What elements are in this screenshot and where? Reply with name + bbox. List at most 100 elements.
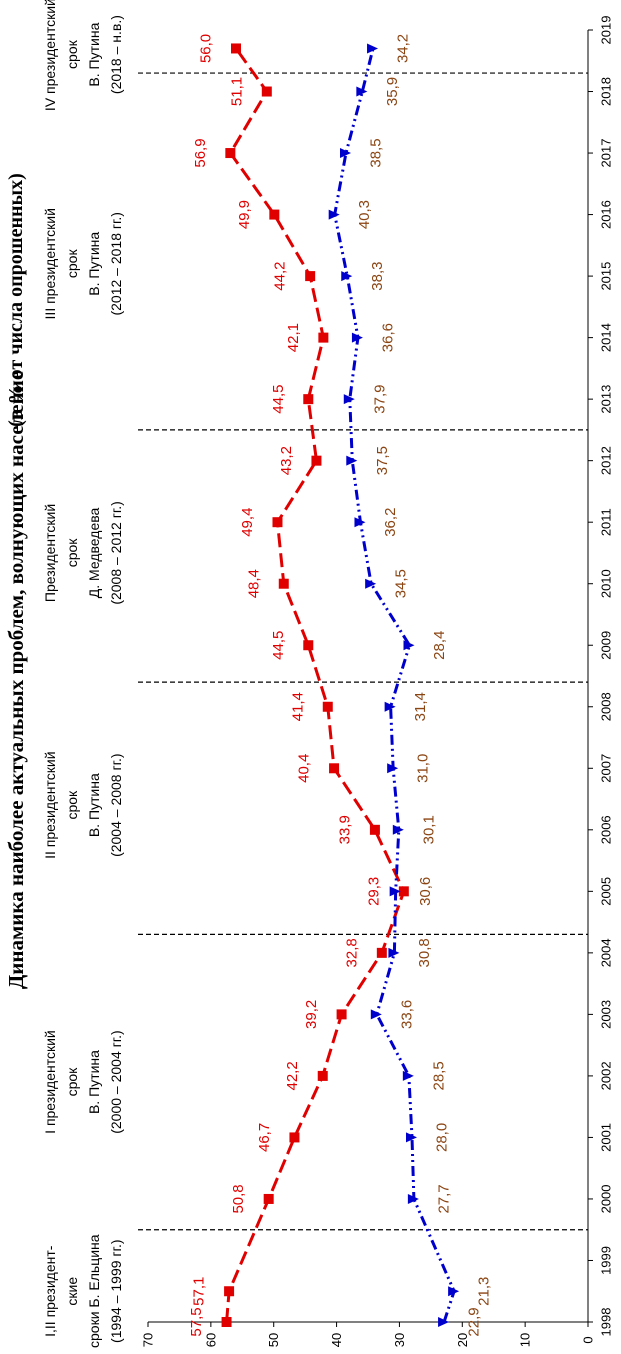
series-red-point	[329, 763, 340, 774]
series-red-point	[322, 701, 333, 712]
chart-title: Динамика наиболее актуальных проблем, во…	[4, 371, 28, 989]
series-red-data-label: 50,8	[230, 1184, 247, 1213]
series-blue-data-label: 38,3	[369, 261, 386, 290]
series-blue-data-label: 21,3	[476, 1277, 493, 1306]
year-tick-label: 1999	[599, 1246, 614, 1275]
series-blue-point	[351, 332, 363, 343]
series-blue-point	[354, 517, 366, 528]
period-label-line: В. Путина	[86, 22, 102, 86]
year-tick-label: 2002	[599, 1061, 614, 1090]
series-red-data-label: 44,2	[272, 261, 289, 290]
series-red-point	[318, 332, 329, 343]
series-blue-data-label: 30,1	[420, 815, 437, 844]
series-blue-point	[370, 1009, 382, 1020]
series-red-point	[269, 209, 280, 220]
year-tick-label: 2016	[599, 200, 614, 229]
year-tick-label: 2015	[599, 262, 614, 291]
series-blue-point	[341, 271, 353, 282]
series-blue-point	[367, 43, 379, 54]
series-blue-data-label: 22,9	[466, 1307, 483, 1336]
value-tick-label: 40	[329, 1333, 344, 1347]
series-blue-point	[448, 1286, 460, 1297]
period-label-line: В. Путина	[86, 1050, 102, 1114]
year-tick-label: 2003	[599, 1000, 614, 1029]
series-red-point	[289, 1132, 300, 1143]
series-blue-point	[387, 763, 399, 774]
series-red-data-label: 51,1	[228, 77, 245, 106]
series-red-data-label: 57,1	[191, 1277, 208, 1306]
series-red-data-label: 56,9	[192, 138, 209, 167]
series-blue-point	[392, 824, 404, 835]
series-red-data-label: 42,2	[284, 1061, 301, 1090]
series-blue-data-label: 27,7	[435, 1184, 452, 1213]
year-tick-label: 2007	[599, 754, 614, 783]
series-red-data-label: 49,4	[239, 508, 256, 537]
series-red-point	[225, 148, 236, 159]
year-tick-label: 2000	[599, 1184, 614, 1213]
series-blue-point	[407, 1193, 419, 1204]
series-blue-data-label: 28,4	[431, 631, 448, 660]
series-blue-point	[438, 1317, 450, 1327]
year-tick-label: 2001	[599, 1123, 614, 1152]
series-blue-data-label: 37,5	[374, 446, 391, 475]
period-label-line: срок	[64, 790, 80, 820]
year-tick-label: 2011	[599, 508, 614, 536]
value-tick-label: 70	[141, 1333, 156, 1347]
series-red-data-label: 57,5	[188, 1307, 205, 1336]
series-blue-point	[365, 578, 377, 589]
series-blue-point	[328, 209, 340, 220]
series-blue-data-label: 28,5	[430, 1061, 447, 1090]
series-red-point	[317, 1070, 328, 1081]
period-label-line: срок	[64, 249, 80, 279]
series-red-data-label: 29,3	[365, 877, 382, 906]
value-tick-label: 60	[203, 1333, 218, 1347]
period-label-line: срок	[64, 1067, 80, 1097]
series-red-data-label: 33,9	[336, 815, 353, 844]
value-tick-label: 20	[455, 1333, 470, 1347]
series-blue-point	[406, 1132, 417, 1143]
series-blue-data-label: 40,3	[356, 200, 373, 229]
series-blue-data-label: 28,0	[434, 1123, 451, 1152]
period-label-line: срок	[64, 39, 80, 69]
series-blue-point	[388, 947, 400, 958]
period-label-line: срок	[64, 538, 80, 568]
value-tick-label: 50	[266, 1333, 281, 1347]
series-red-point	[336, 1009, 347, 1020]
series-blue-data-label: 37,9	[371, 385, 388, 414]
series-red-data-label: 49,9	[236, 200, 253, 229]
period-label-line: II президентский	[42, 751, 58, 858]
series-red-point	[261, 86, 272, 97]
series-red-point	[398, 886, 409, 897]
period-label-line: (1994 – 1999 гг.)	[108, 1240, 124, 1343]
value-tick-label: 30	[392, 1333, 407, 1347]
period-label-line: В. Путина	[86, 232, 102, 296]
series-blue-data-label: 33,6	[398, 1000, 415, 1029]
period-label-line: (2004 – 2008 гг.)	[108, 753, 124, 856]
series-red-data-label: 56,0	[198, 34, 215, 63]
series-blue-data-label: 36,2	[382, 508, 399, 537]
period-label-line: Президентский	[42, 504, 58, 602]
value-tick-label: 0	[581, 1336, 596, 1343]
series-red-point	[278, 578, 289, 589]
period-label-line: (2008 – 2012 гг.)	[108, 501, 124, 604]
series-blue-point	[356, 86, 368, 97]
series-red-point	[376, 947, 387, 958]
series-red-data-label: 44,5	[270, 385, 287, 414]
chart-title-note: (в % от числа опрошенных)	[5, 173, 27, 427]
period-label-line: (2018 – н.в.)	[108, 15, 124, 94]
series-red-data-label: 32,8	[343, 938, 360, 967]
year-tick-label: 1998	[599, 1308, 614, 1337]
series-blue-point	[384, 701, 396, 712]
series-red-data-label: 41,4	[289, 692, 306, 721]
series-red-point	[263, 1193, 274, 1204]
period-label-line: III президентский	[42, 208, 58, 319]
series-blue-point	[403, 640, 415, 651]
series-red-point	[311, 455, 322, 466]
series-blue-data-label: 35,9	[384, 77, 401, 106]
series-blue-point	[343, 394, 355, 405]
period-label-line: I президентский	[42, 1030, 58, 1134]
year-tick-label: 2009	[599, 631, 614, 660]
series-red-point	[221, 1317, 232, 1327]
year-tick-label: 2008	[599, 692, 614, 721]
